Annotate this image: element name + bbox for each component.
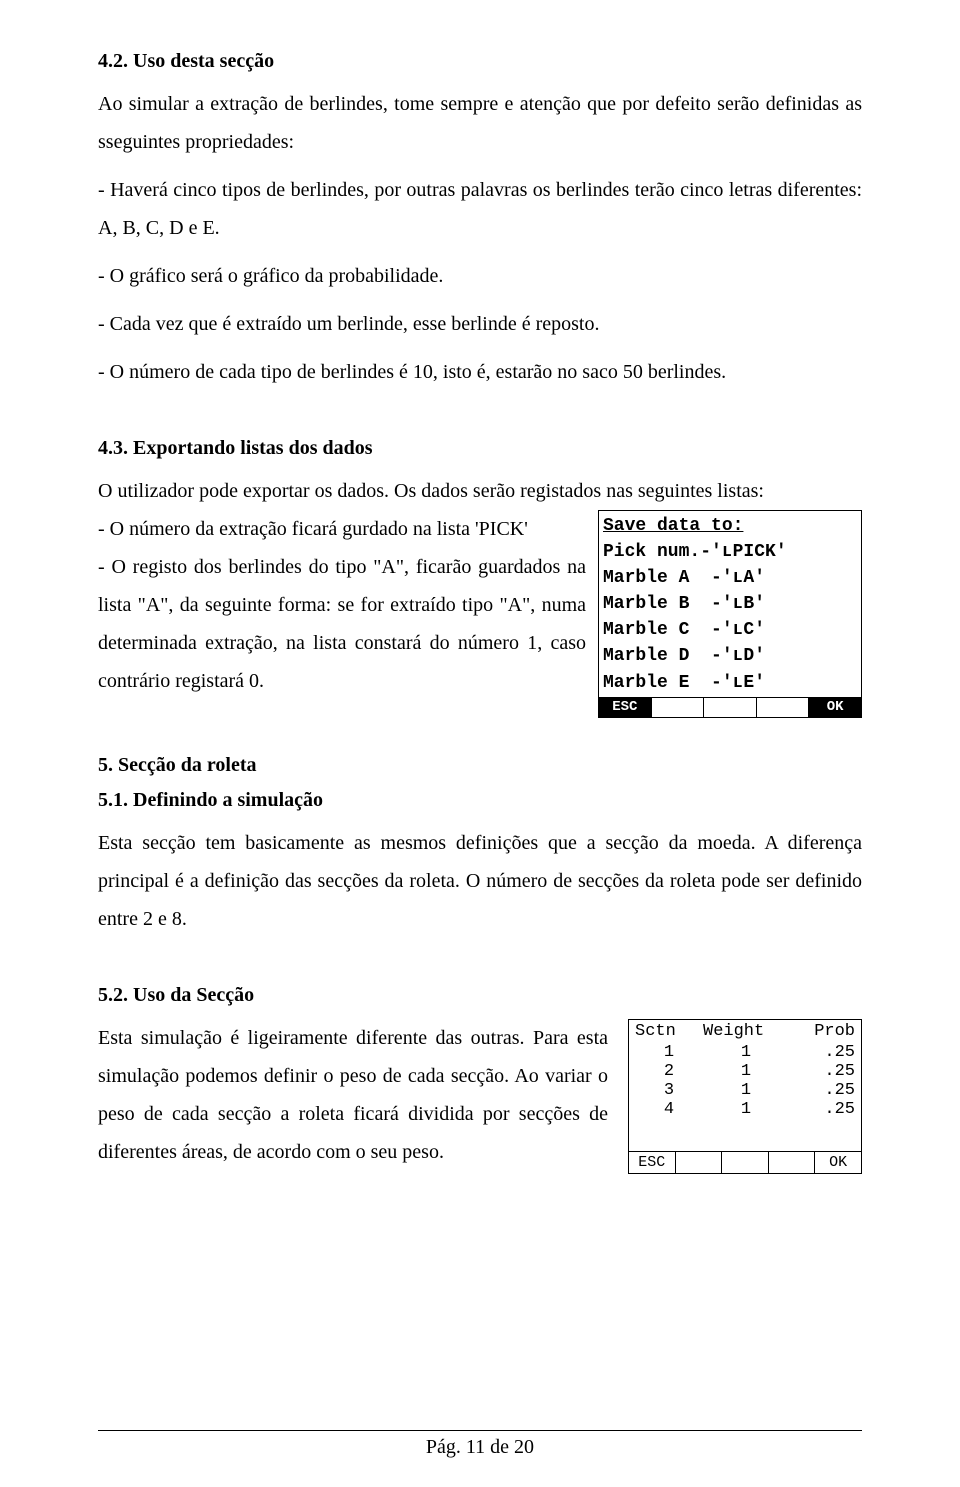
calc-title: Save data to: xyxy=(603,513,857,539)
bullet-4-2-1: - Haverá cinco tipos de berlindes, por o… xyxy=(98,171,862,247)
cell: 1 xyxy=(703,1100,789,1119)
cell: 4 xyxy=(635,1100,703,1119)
bullet-4-2-3: - Cada vez que é extraído um berlinde, e… xyxy=(98,305,862,343)
para-4-3-wrap: - O número da extração ficará gurdado na… xyxy=(98,510,586,700)
calc-screenshot: Save data to: Pick num.-'ʟPICK' Marble A… xyxy=(598,510,862,718)
softkey-empty xyxy=(652,698,705,717)
calc-line: Marble E -'ʟE' xyxy=(603,670,857,696)
calc-line: Pick num.-'ʟPICK' xyxy=(603,539,857,565)
table-row: 1 1 .25 xyxy=(629,1043,861,1062)
calc-line: Marble D -'ʟD' xyxy=(603,643,857,669)
heading-5-2: 5.2. Uso da Secção xyxy=(98,984,862,1007)
softkey-empty xyxy=(757,698,810,717)
table-footer: ESC OK xyxy=(629,1151,861,1173)
col-prob: Prob xyxy=(789,1022,855,1041)
table-row: 2 1 .25 xyxy=(629,1062,861,1081)
cell: 1 xyxy=(703,1081,789,1100)
cell: .25 xyxy=(789,1100,855,1119)
roleta-table: Sctn Weight Prob 1 1 .25 2 1 .25 3 1 .25… xyxy=(628,1019,862,1174)
heading-4-3: 4.3. Exportando listas dos dados xyxy=(98,437,862,460)
cell: .25 xyxy=(789,1043,855,1062)
para-4-3-1: O utilizador pode exportar os dados. Os … xyxy=(98,472,862,510)
bullet-4-2-2: - O gráfico será o gráfico da probabilid… xyxy=(98,257,862,295)
softkey-empty xyxy=(722,1152,769,1173)
calc-ok-button[interactable]: OK xyxy=(809,698,861,717)
softkey-empty xyxy=(704,698,757,717)
table-row: 4 1 .25 xyxy=(629,1100,861,1119)
heading-4-2: 4.2. Uso desta secção xyxy=(98,50,862,73)
cell: .25 xyxy=(789,1081,855,1100)
calc-line: Marble C -'ʟC' xyxy=(603,617,857,643)
para-4-2-1: Ao simular a extração de berlindes, tome… xyxy=(98,85,862,161)
para-5-2: Esta simulação é ligeiramente diferente … xyxy=(98,1019,608,1171)
calc-esc-button[interactable]: ESC xyxy=(599,698,652,717)
calc-line: Marble A -'ʟA' xyxy=(603,565,857,591)
table-row: 3 1 .25 xyxy=(629,1081,861,1100)
col-weight: Weight xyxy=(703,1022,789,1041)
bullet-4-2-4: - O número de cada tipo de berlindes é 1… xyxy=(98,353,862,391)
col-sctn: Sctn xyxy=(635,1022,703,1041)
heading-5: 5. Secção da roleta xyxy=(98,754,862,777)
cell: 1 xyxy=(635,1043,703,1062)
cell: 1 xyxy=(703,1062,789,1081)
table-head-row: Sctn Weight Prob xyxy=(629,1020,861,1043)
cell: .25 xyxy=(789,1062,855,1081)
row-4-3-content: - O número da extração ficará gurdado na… xyxy=(98,510,862,718)
cell: 2 xyxy=(635,1062,703,1081)
cell: 3 xyxy=(635,1081,703,1100)
softkey-empty xyxy=(676,1152,723,1173)
footer-rule xyxy=(98,1430,862,1431)
calc-footer: ESC OK xyxy=(599,697,861,717)
table-esc-button[interactable]: ESC xyxy=(629,1152,676,1173)
table-ok-button[interactable]: OK xyxy=(815,1152,861,1173)
row-5-2-content: Esta simulação é ligeiramente diferente … xyxy=(98,1019,862,1181)
heading-5-1: 5.1. Definindo a simulação xyxy=(98,789,862,812)
calc-line: Marble B -'ʟB' xyxy=(603,591,857,617)
para-5-1: Esta secção tem basicamente as mesmos de… xyxy=(98,824,862,938)
softkey-empty xyxy=(769,1152,816,1173)
page-number: Pág. 11 de 20 xyxy=(0,1436,960,1459)
cell: 1 xyxy=(703,1043,789,1062)
